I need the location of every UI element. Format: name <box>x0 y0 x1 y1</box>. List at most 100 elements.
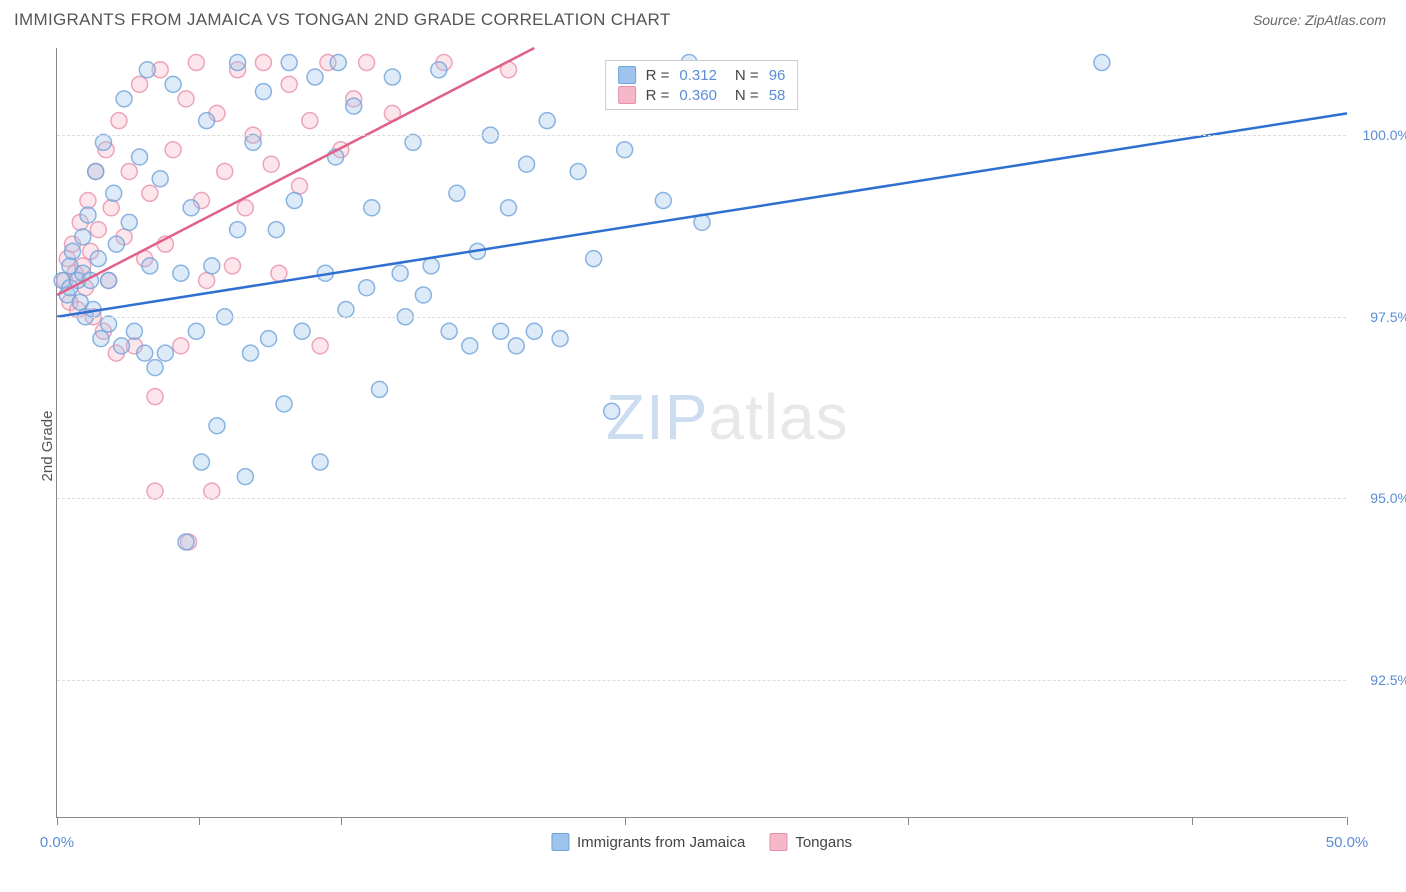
data-point <box>93 331 109 347</box>
data-point <box>230 55 246 71</box>
data-point <box>116 91 132 107</box>
data-point <box>209 418 225 434</box>
data-point <box>449 185 465 201</box>
data-point <box>132 76 148 92</box>
legend-item: Immigrants from Jamaica <box>551 833 745 851</box>
data-point <box>462 338 478 354</box>
data-point <box>178 91 194 107</box>
x-tick <box>908 817 909 825</box>
data-point <box>586 251 602 267</box>
legend-label: Immigrants from Jamaica <box>577 834 745 851</box>
x-tick <box>1192 817 1193 825</box>
data-point <box>294 323 310 339</box>
data-point <box>359 55 375 71</box>
data-point <box>255 84 271 100</box>
data-point <box>539 113 555 129</box>
data-point <box>281 76 297 92</box>
data-point <box>493 323 509 339</box>
data-point <box>106 185 122 201</box>
data-point <box>604 403 620 419</box>
gridline <box>57 498 1346 499</box>
data-point <box>173 265 189 281</box>
data-point <box>101 272 117 288</box>
data-point <box>204 258 220 274</box>
legend-item: Tongans <box>769 833 852 851</box>
data-point <box>64 243 80 259</box>
data-point <box>570 163 586 179</box>
data-point <box>199 113 215 129</box>
data-point <box>199 272 215 288</box>
data-point <box>508 338 524 354</box>
r-label: R = <box>646 67 670 84</box>
data-point <box>243 345 259 361</box>
data-point <box>126 323 142 339</box>
data-point <box>95 134 111 150</box>
data-point <box>90 222 106 238</box>
data-point <box>307 69 323 85</box>
scatter-svg <box>57 48 1346 817</box>
data-point <box>88 163 104 179</box>
data-point <box>178 534 194 550</box>
data-point <box>204 483 220 499</box>
data-point <box>276 396 292 412</box>
data-point <box>237 469 253 485</box>
data-point <box>142 185 158 201</box>
data-point <box>655 193 671 209</box>
data-point <box>392 265 408 281</box>
data-point <box>1094 55 1110 71</box>
data-point <box>338 302 354 318</box>
data-point <box>80 207 96 223</box>
data-point <box>75 229 91 245</box>
data-point <box>165 76 181 92</box>
gridline <box>57 680 1346 681</box>
data-point <box>281 55 297 71</box>
n-value: 96 <box>769 67 786 84</box>
data-point <box>245 134 261 150</box>
data-point <box>114 338 130 354</box>
data-point <box>147 483 163 499</box>
data-point <box>415 287 431 303</box>
legend-swatch <box>769 833 787 851</box>
data-point <box>526 323 542 339</box>
source-label: Source: ZipAtlas.com <box>1253 12 1386 28</box>
data-point <box>501 200 517 216</box>
legend-swatch <box>618 66 636 84</box>
data-point <box>230 222 246 238</box>
data-point <box>384 69 400 85</box>
legend-stat-row: R =0.312N =96 <box>618 65 786 85</box>
data-point <box>224 258 240 274</box>
data-point <box>312 454 328 470</box>
x-tick <box>341 817 342 825</box>
data-point <box>237 200 253 216</box>
x-tick <box>199 817 200 825</box>
data-point <box>359 280 375 296</box>
data-point <box>121 163 137 179</box>
data-point <box>330 55 346 71</box>
legend-stats: R =0.312N =96R =0.360N =58 <box>605 60 799 110</box>
data-point <box>101 316 117 332</box>
y-axis-label: 2nd Grade <box>39 411 56 482</box>
data-point <box>286 193 302 209</box>
data-point <box>142 258 158 274</box>
chart-header: IMMIGRANTS FROM JAMAICA VS TONGAN 2ND GR… <box>0 0 1406 38</box>
data-point <box>188 323 204 339</box>
data-point <box>137 345 153 361</box>
legend-series: Immigrants from Jamaica Tongans <box>551 833 852 851</box>
data-point <box>90 251 106 267</box>
data-point <box>519 156 535 172</box>
r-value: 0.360 <box>679 87 717 104</box>
data-point <box>372 381 388 397</box>
data-point <box>183 200 199 216</box>
data-point <box>217 163 233 179</box>
gridline <box>57 135 1346 136</box>
legend-swatch <box>618 86 636 104</box>
data-point <box>312 338 328 354</box>
data-point <box>364 200 380 216</box>
x-tick <box>57 817 58 825</box>
y-tick-label: 92.5% <box>1370 672 1406 688</box>
legend-swatch <box>551 833 569 851</box>
data-point <box>302 113 318 129</box>
data-point <box>346 98 362 114</box>
y-tick-label: 97.5% <box>1370 309 1406 325</box>
data-point <box>108 236 124 252</box>
